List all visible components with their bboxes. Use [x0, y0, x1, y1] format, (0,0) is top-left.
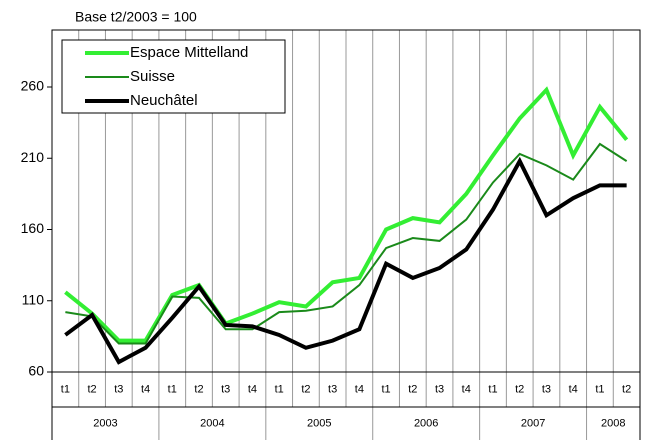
- y-tick-label: 60: [28, 363, 44, 379]
- x-tick-label: t1: [595, 383, 604, 395]
- year-label: 2008: [601, 417, 625, 429]
- year-label: 2003: [93, 417, 117, 429]
- x-tick-label: t2: [194, 383, 203, 395]
- x-tick-label: t3: [435, 383, 444, 395]
- y-tick-label: 160: [21, 220, 45, 236]
- x-tick-label: t2: [515, 383, 524, 395]
- legend-label: Suisse: [130, 68, 175, 85]
- x-tick-label: t2: [301, 383, 310, 395]
- x-tick-label: t4: [569, 383, 578, 395]
- series-line: [64, 86, 629, 343]
- legend-label: Neuchâtel: [130, 92, 198, 109]
- year-label: 2005: [307, 417, 331, 429]
- x-tick-label: t1: [168, 383, 177, 395]
- x-tick-label: t2: [408, 383, 417, 395]
- x-tick-label: t4: [248, 383, 257, 395]
- x-tick-label: t4: [141, 383, 150, 395]
- year-label: 2004: [200, 417, 224, 429]
- y-tick-label: 110: [22, 291, 45, 307]
- x-tick-label: t3: [542, 383, 551, 395]
- x-tick-label: t2: [622, 383, 631, 395]
- x-tick-label: t2: [87, 383, 96, 395]
- year-label: 2007: [521, 417, 545, 429]
- y-tick-label: 260: [21, 78, 45, 94]
- series-line: [65, 142, 628, 345]
- x-tick-label: t1: [488, 383, 497, 395]
- plot-frame: [51, 29, 641, 373]
- annotation: Base t2/2003 = 100: [75, 9, 197, 25]
- year-label: 2006: [414, 417, 438, 429]
- legend-label: Espace Mittelland: [130, 44, 248, 61]
- y-tick-label: 210: [21, 149, 45, 165]
- x-tick-label: t4: [355, 383, 364, 395]
- series-line: [64, 156, 627, 365]
- x-tick-label: t4: [462, 383, 471, 395]
- x-tick-label: t3: [221, 383, 230, 395]
- x-tick-label: t1: [61, 383, 70, 395]
- x-tick-label: t1: [275, 383, 284, 395]
- x-tick-label: t1: [381, 383, 390, 395]
- x-tick-label: t3: [114, 383, 123, 395]
- x-tick-label: t3: [328, 383, 337, 395]
